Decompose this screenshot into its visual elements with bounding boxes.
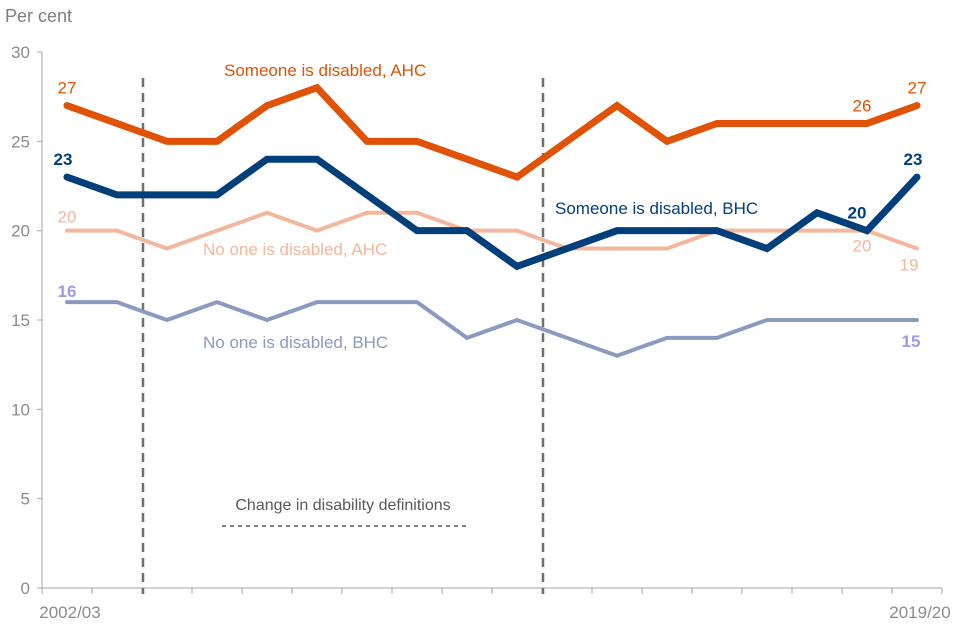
series-line-3 bbox=[65, 300, 919, 358]
y-tick-label: 30 bbox=[11, 43, 30, 62]
series-line-0 bbox=[63, 83, 921, 181]
data-label: 23 bbox=[54, 150, 73, 169]
y-tick-label: 15 bbox=[11, 311, 30, 330]
series-name-label: No one is disabled, AHC bbox=[203, 240, 387, 259]
data-label: 19 bbox=[900, 256, 919, 275]
series-line-1 bbox=[63, 155, 921, 271]
y-tick-label: 0 bbox=[21, 579, 30, 598]
data-label: 20 bbox=[58, 208, 77, 227]
y-tick-label: 5 bbox=[21, 490, 30, 509]
data-label: 27 bbox=[58, 79, 77, 98]
data-label: 20 bbox=[848, 204, 867, 223]
y-axis-label: Per cent bbox=[5, 6, 72, 26]
data-label: 27 bbox=[908, 79, 927, 98]
y-tick-label: 10 bbox=[11, 400, 30, 419]
series-name-label: Someone is disabled, AHC bbox=[224, 61, 426, 80]
data-label: 23 bbox=[904, 150, 923, 169]
series-name-label: No one is disabled, BHC bbox=[203, 333, 388, 352]
y-tick-label: 25 bbox=[11, 132, 30, 151]
x-tick-label: 2002/03 bbox=[39, 603, 100, 622]
data-label: 26 bbox=[853, 96, 872, 115]
series-name-label: Someone is disabled, BHC bbox=[555, 199, 758, 218]
data-label: 20 bbox=[853, 237, 872, 256]
x-tick-label: 2019/20 bbox=[889, 603, 950, 622]
y-tick-label: 20 bbox=[11, 222, 30, 241]
data-label: 15 bbox=[902, 332, 921, 351]
data-label: 16 bbox=[58, 282, 77, 301]
annotation-change-definitions: Change in disability definitions bbox=[235, 497, 450, 514]
series-line-2 bbox=[65, 210, 919, 251]
